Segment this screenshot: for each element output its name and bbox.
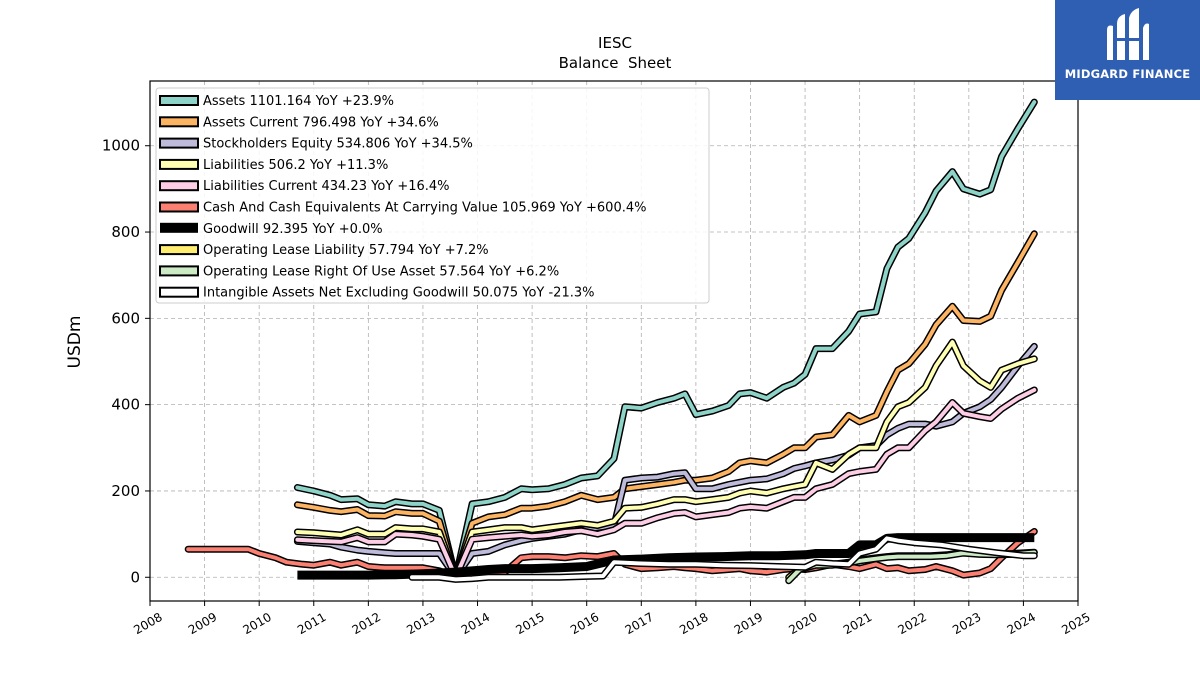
- x-tick-label: 2025: [1059, 610, 1092, 637]
- y-tick-label: 400: [111, 396, 140, 414]
- y-axis-ticks: 0 200 400 600 800 1000: [102, 137, 150, 586]
- x-tick-label: 2008: [131, 610, 164, 637]
- legend-swatch: [160, 222, 198, 233]
- series-1: [293, 230, 1038, 581]
- y-axis-label: USDm: [65, 316, 85, 369]
- legend-swatch: [159, 265, 199, 277]
- legend-swatch: [159, 201, 199, 213]
- series-line: [410, 536, 1037, 582]
- legend-swatch: [159, 95, 199, 106]
- legend-label: Cash And Cash Equivalents At Carrying Va…: [203, 201, 646, 216]
- legend-swatch: [159, 286, 199, 298]
- legend-label: Assets Current 796.498 YoY +34.6%: [203, 115, 439, 130]
- series-4: [293, 386, 1038, 581]
- x-tick-label: 2010: [240, 610, 273, 637]
- x-tick-label: 2011: [295, 610, 328, 637]
- chart-subtitle: Balance Sheet: [559, 54, 672, 72]
- legend-label: Liabilities Current 434.23 YoY +16.4%: [203, 179, 450, 194]
- x-axis-ticks: 2008 2009 2010 2011 2012 2013 2014 2015 2016 2017…: [131, 601, 1093, 637]
- series-line: [295, 344, 1037, 580]
- legend-label: Liabilities 506.2 YoY +11.3%: [203, 158, 388, 173]
- logo-text: MIDGARD FINANCE: [1064, 67, 1191, 81]
- y-tick-label: 0: [130, 568, 140, 586]
- x-tick-label: 2021: [841, 610, 874, 637]
- legend-swatch: [159, 180, 199, 192]
- y-tick-label: 1000: [102, 137, 140, 155]
- legend-label: Operating Lease Liability 57.794 YoY +7.…: [203, 243, 489, 258]
- series-2: [293, 342, 1038, 581]
- series-line: [295, 340, 1037, 580]
- y-tick-label: 200: [111, 482, 140, 500]
- series-0: [293, 98, 1038, 581]
- legend: Assets 1101.164 YoY +23.9% Assets Current…: [155, 87, 710, 304]
- legend-swatch: [159, 116, 199, 128]
- x-tick-label: 2016: [568, 610, 601, 637]
- x-tick-label: 2022: [896, 610, 929, 637]
- series-lines: [184, 98, 1038, 585]
- x-tick-label: 2013: [404, 610, 437, 637]
- x-tick-label: 2009: [186, 610, 219, 637]
- series-line: [297, 533, 1035, 580]
- x-tick-label: 2015: [513, 610, 546, 637]
- series-9: [408, 534, 1038, 583]
- x-tick-label: 2024: [1005, 610, 1038, 637]
- legend-swatch: [159, 244, 199, 256]
- series-line: [295, 388, 1037, 580]
- legend-label: Intangible Assets Net Excluding Goodwill…: [203, 286, 594, 301]
- series-3: [293, 338, 1038, 581]
- legend-label: Goodwill 92.395 YoY +0.0%: [203, 222, 383, 237]
- chart-title: IESC: [598, 34, 632, 52]
- legend-label: Assets 1101.164 YoY +23.9%: [203, 94, 394, 109]
- legend-box: [155, 87, 710, 304]
- x-tick-label: 2017: [623, 610, 656, 637]
- series-line: [295, 231, 1037, 580]
- x-tick-label: 2023: [950, 610, 983, 637]
- legend-label: Operating Lease Right Of Use Asset 57.56…: [203, 264, 559, 279]
- x-tick-label: 2018: [677, 610, 710, 637]
- x-tick-label: 2012: [350, 610, 383, 637]
- plot-frame: [149, 80, 1079, 602]
- legend-swatch: [159, 137, 199, 149]
- x-tick-label: 2014: [459, 610, 492, 637]
- series-6: [297, 533, 1035, 580]
- x-tick-label: 2020: [786, 610, 819, 637]
- series-line: [295, 100, 1037, 580]
- x-tick-label: 2019: [732, 610, 765, 637]
- midgard-finance-logo: MIDGARD FINANCE: [1055, 0, 1200, 100]
- logo-mark-icon: [1107, 8, 1149, 60]
- legend-swatch: [159, 158, 199, 170]
- legend-label: Stockholders Equity 534.806 YoY +34.5%: [203, 137, 473, 152]
- y-tick-label: 600: [111, 309, 140, 327]
- y-tick-label: 800: [111, 223, 140, 241]
